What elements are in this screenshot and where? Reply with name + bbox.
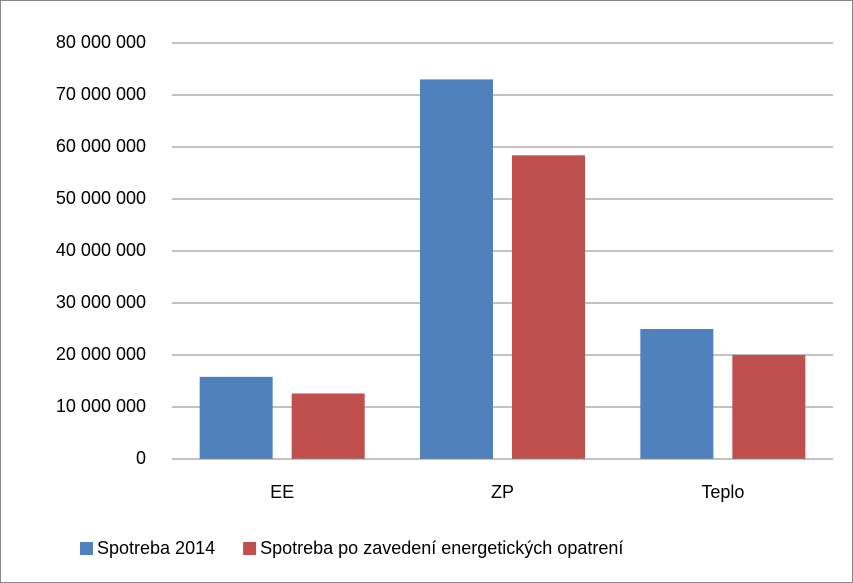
bar <box>199 376 273 459</box>
x-tick-label: EE <box>270 482 294 502</box>
bar <box>512 155 585 459</box>
bar <box>291 393 365 459</box>
y-tick-label: 60 000 000 <box>56 136 146 156</box>
y-tick-label: 50 000 000 <box>56 188 146 208</box>
legend-swatch <box>80 542 93 555</box>
legend-label: Spotreba po zavedení energetických opatr… <box>260 538 623 558</box>
y-tick-label: 70 000 000 <box>56 84 146 104</box>
y-tick-label: 30 000 000 <box>56 292 146 312</box>
y-tick-label: 80 000 000 <box>56 32 146 52</box>
bar <box>640 329 714 459</box>
y-tick-label: 0 <box>136 448 146 468</box>
bar <box>732 355 806 459</box>
x-tick-label: Teplo <box>701 482 744 502</box>
bar <box>420 79 493 460</box>
y-tick-label: 40 000 000 <box>56 240 146 260</box>
y-tick-label: 10 000 000 <box>56 396 146 416</box>
legend-swatch <box>243 542 257 555</box>
y-tick-label: 20 000 000 <box>56 344 146 364</box>
x-tick-label: ZP <box>491 482 514 502</box>
legend-label: Spotreba 2014 <box>97 538 215 558</box>
